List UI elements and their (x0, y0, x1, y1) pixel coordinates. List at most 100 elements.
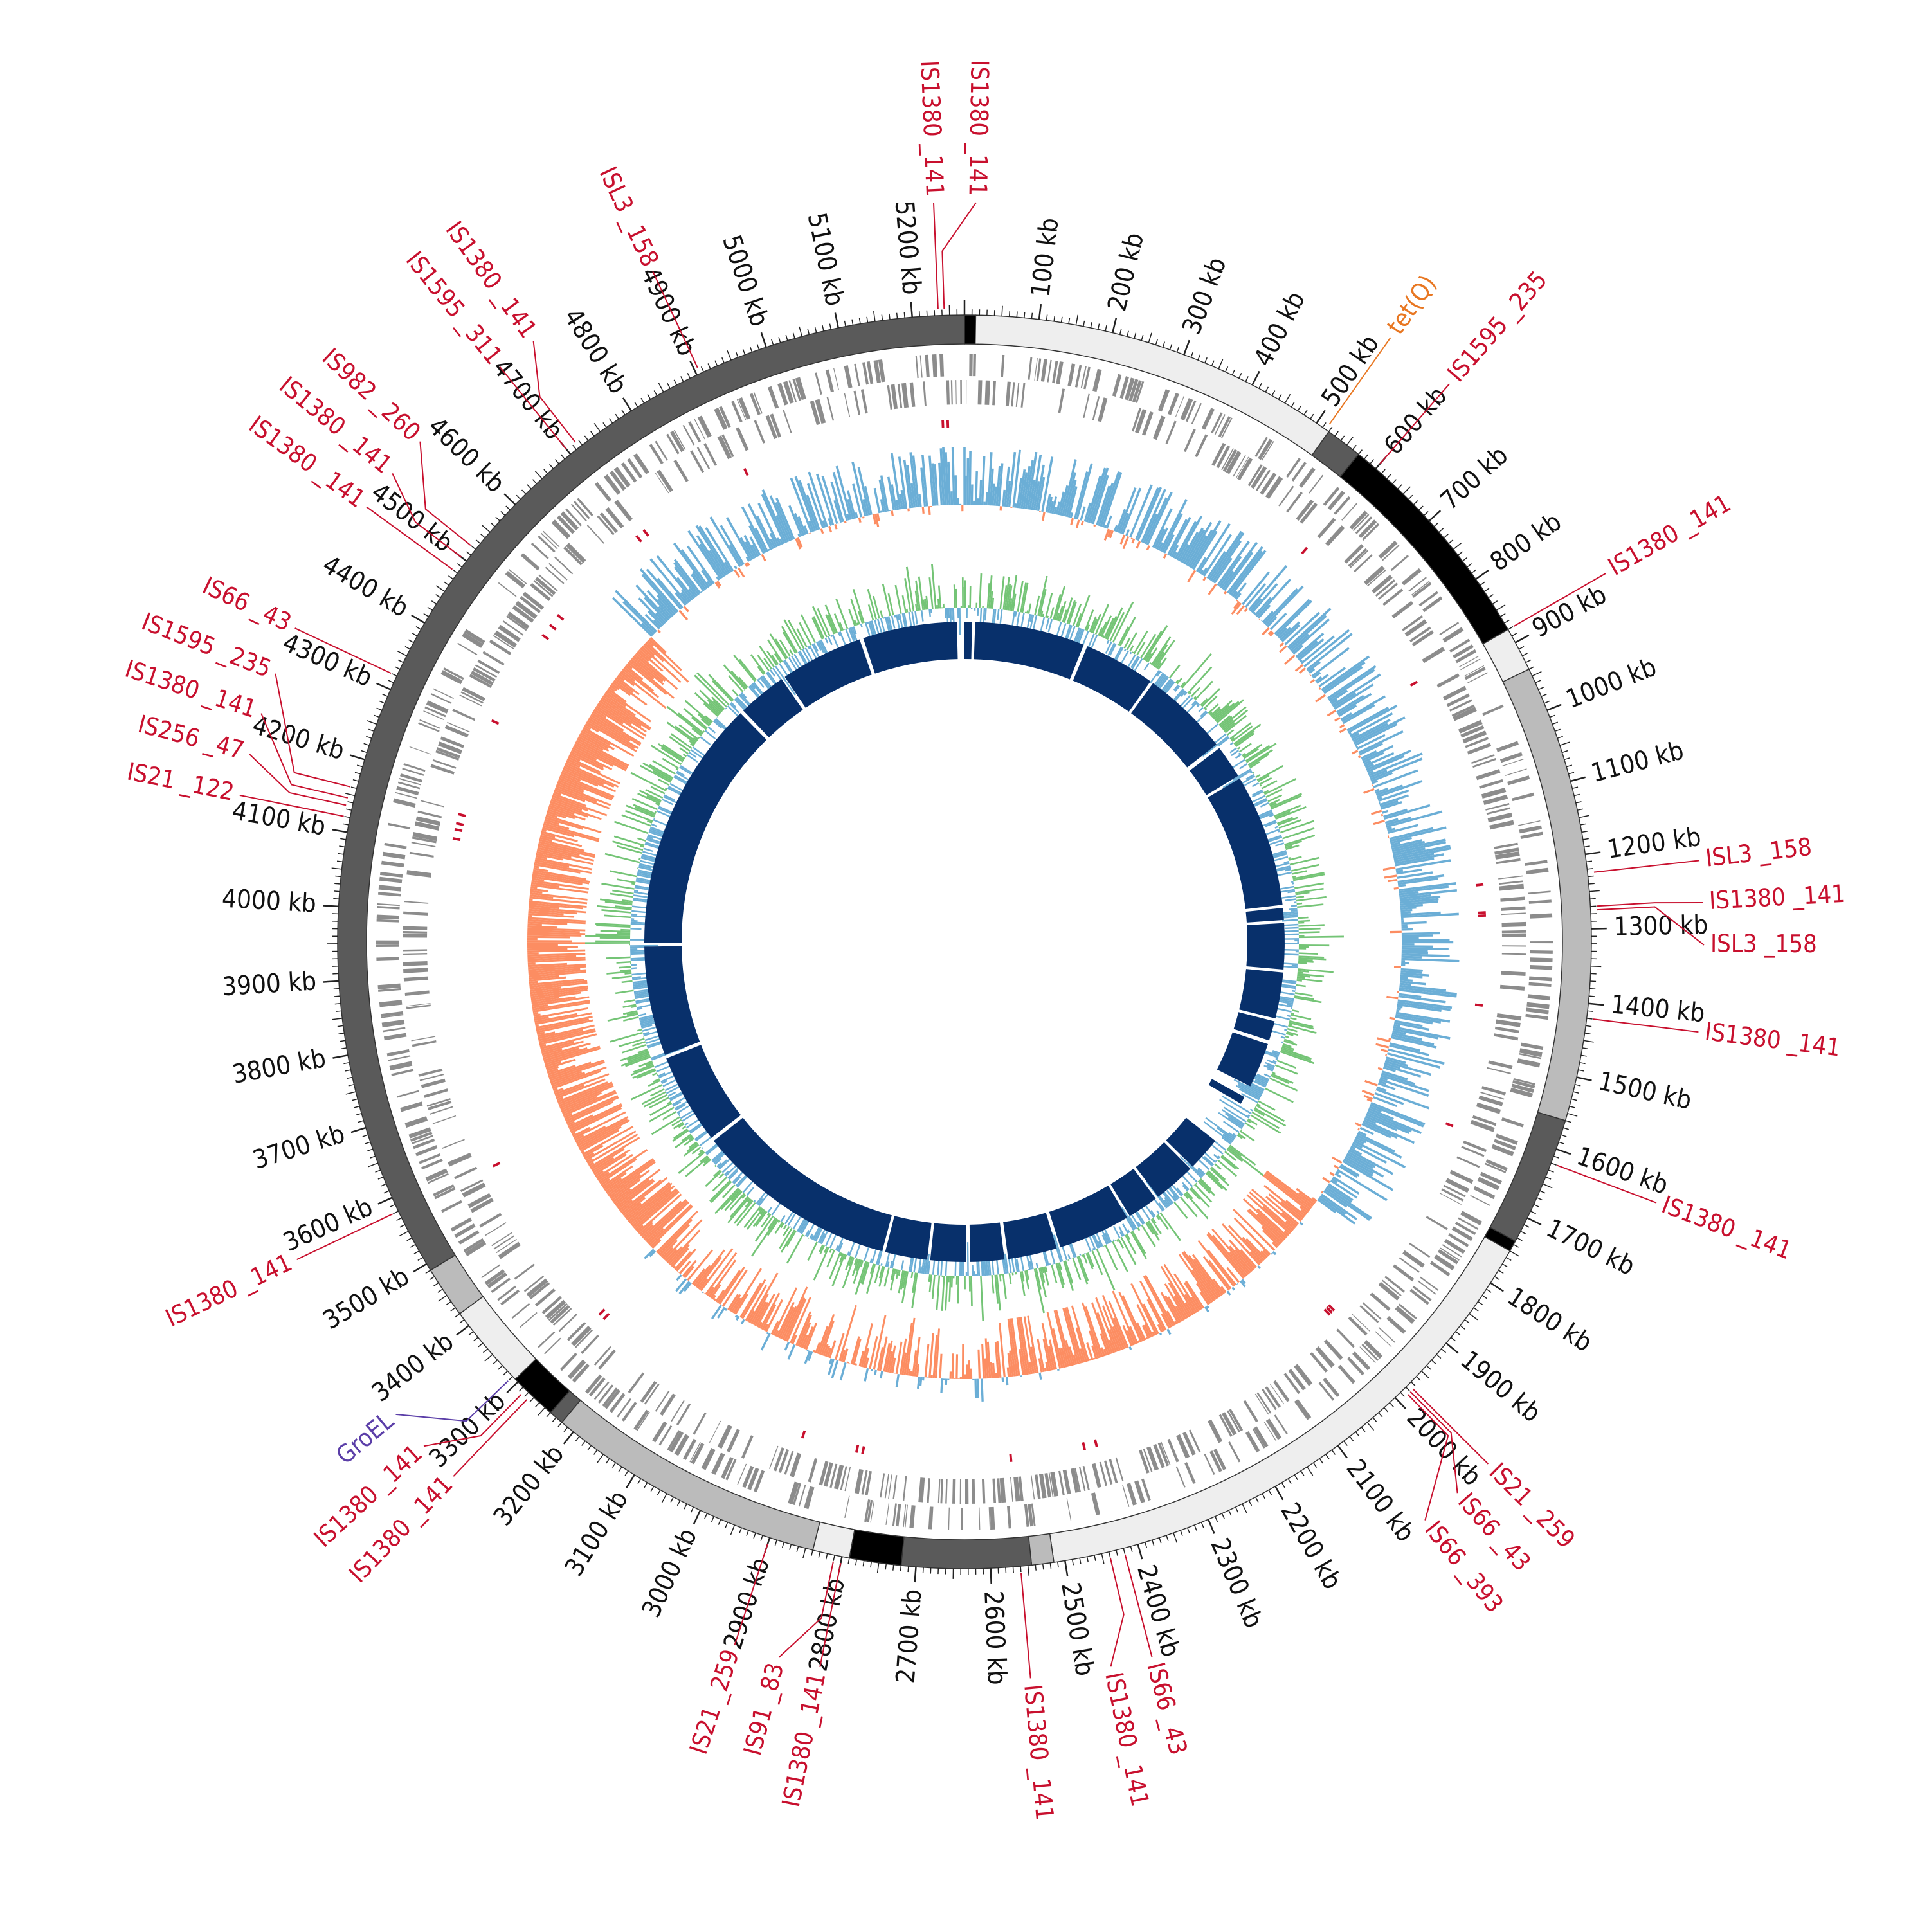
scale-tick (455, 1314, 460, 1317)
scale-tick (1557, 736, 1563, 738)
scale-tick (648, 394, 651, 399)
scale-tick (1589, 883, 1595, 884)
gc-content-bar (708, 727, 716, 734)
gc-content-bar (1230, 742, 1234, 745)
gc-content-bar (942, 1276, 944, 1277)
gc-content-bar (1299, 948, 1306, 950)
gc-skew-bar (840, 1362, 847, 1380)
gc-content-bar (1096, 1249, 1115, 1290)
scale-tick (908, 1566, 909, 1572)
tick-label: 4500 kb (365, 478, 458, 559)
scale-tick (506, 506, 511, 510)
gc-content-bar (874, 1265, 881, 1283)
cds-block (1501, 912, 1526, 915)
scale-tick (1572, 787, 1578, 788)
gc-content-bar (617, 961, 631, 964)
scale-tick (582, 1441, 585, 1445)
gc-skew-bar (529, 898, 533, 901)
scale-tick (1551, 1163, 1556, 1165)
scale-tick (1328, 427, 1332, 431)
cds-block (1092, 396, 1100, 420)
cds-block (1195, 434, 1208, 457)
scale-tick (1265, 387, 1268, 392)
scale-tick (1249, 1501, 1251, 1506)
gc-content-bar (969, 1276, 971, 1292)
is-marker (1082, 1442, 1086, 1450)
gc-content-bar (824, 638, 828, 644)
gc-skew-bar (1131, 539, 1135, 544)
scale-tick (797, 1546, 798, 1552)
cds-block (433, 689, 454, 699)
cds-block (844, 1495, 849, 1518)
cds-block (1184, 1462, 1196, 1484)
gc-skew-bar (1081, 521, 1084, 525)
cds-block (1006, 382, 1011, 406)
scale-tick (1310, 414, 1314, 419)
gc-content-bar (1294, 901, 1297, 903)
gc-content-bar (739, 659, 757, 681)
scale-tick (1587, 1018, 1593, 1019)
scale-tick (1568, 772, 1574, 773)
scale-tick (1564, 758, 1570, 760)
cds-block (844, 365, 852, 388)
cds-block (1499, 884, 1525, 891)
scale-tick (424, 613, 429, 617)
cds-block (927, 1478, 930, 1503)
gc-content-bar (967, 1242, 969, 1276)
scale-tick (516, 495, 520, 499)
gc-skew-bar (1042, 512, 1046, 521)
scale-tick (1411, 1382, 1415, 1386)
gc-skew-bar (1166, 1329, 1171, 1335)
gc-content-bar (631, 967, 637, 969)
scale-tick (1494, 1277, 1499, 1280)
gc-content-bar (980, 1276, 984, 1321)
cds-block (955, 380, 957, 404)
tick-label: 3400 kb (367, 1326, 459, 1407)
gc-skew-bar (1381, 1049, 1388, 1052)
scale-tick (1419, 506, 1424, 510)
scale-tick (1451, 1337, 1456, 1341)
cds-block (1530, 941, 1553, 943)
gc-content-bar (1291, 1007, 1292, 1009)
gc-skew-bar (922, 507, 925, 514)
scale-tick (536, 1403, 539, 1407)
cds-block (1501, 922, 1526, 927)
cds-block (1530, 965, 1552, 970)
gc-skew-bar (1386, 996, 1398, 1000)
cds-block (1528, 994, 1550, 1000)
scale-tick (1560, 742, 1570, 745)
cds-block (1528, 982, 1551, 987)
cds-block (711, 1452, 725, 1475)
cds-block (1460, 1211, 1482, 1225)
gc-skew-bar (930, 506, 932, 507)
cds-block (406, 870, 431, 878)
gc-content-bar (652, 1072, 657, 1076)
genome-segment (849, 1530, 904, 1566)
scale-tick (1379, 1413, 1382, 1417)
cds-block (652, 1422, 667, 1443)
gc-skew-bar (983, 502, 985, 505)
gc-content-bar (701, 1147, 703, 1149)
cds-block (1031, 1475, 1035, 1499)
scale-tick (1570, 1106, 1575, 1108)
cds-block (410, 746, 431, 755)
scale-tick (889, 314, 890, 320)
gc-skew-bar (761, 1333, 771, 1350)
gc-skew-bar (955, 1354, 958, 1379)
scale-tick (1487, 1289, 1491, 1292)
gc-content-bar (970, 1276, 973, 1306)
cds-block (388, 823, 410, 829)
gc-content-bar (638, 858, 640, 860)
cds-block (1500, 985, 1525, 991)
tick-label: 2900 kb (718, 1554, 775, 1653)
cds-block (1422, 647, 1445, 663)
gc-content-bar (1169, 664, 1181, 678)
scale-tick (457, 1326, 469, 1335)
scale-tick (1344, 1441, 1347, 1445)
scale-tick (365, 1142, 370, 1144)
gc-skew-bar (1315, 694, 1326, 703)
scale-tick (363, 1135, 368, 1137)
gc-content-bar (1296, 896, 1304, 898)
scale-tick (790, 1544, 791, 1550)
